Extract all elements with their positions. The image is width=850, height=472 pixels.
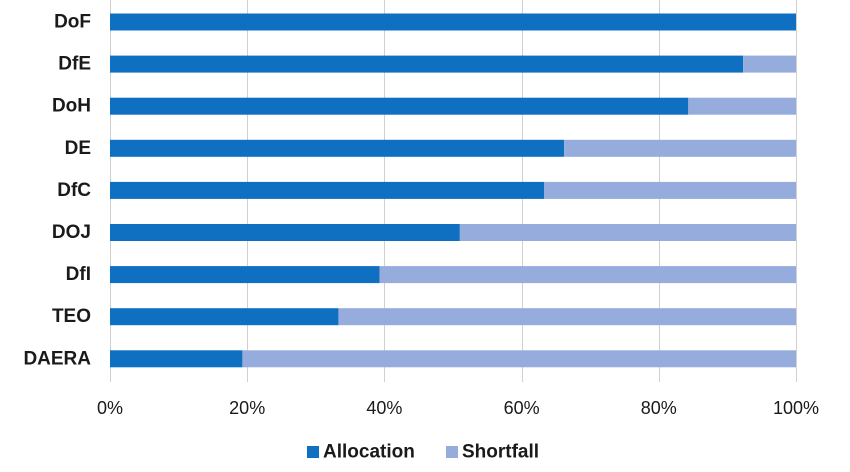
bar-shortfall-daera <box>242 350 796 368</box>
bar-allocation-daera <box>110 350 243 368</box>
bar-shortfall-de <box>564 139 796 157</box>
category-label-de: DE <box>65 138 91 159</box>
bar-allocation-dof <box>110 13 796 31</box>
category-label-teo: TEO <box>52 306 91 327</box>
bar-shortfall-dfi <box>379 266 796 284</box>
legend: Allocation Shortfall <box>307 442 539 463</box>
legend-label-allocation: Allocation <box>323 442 415 463</box>
bar-allocation-de <box>110 139 565 157</box>
bar-shortfall-teo <box>338 308 796 326</box>
bar-allocation-teo <box>110 308 339 326</box>
legend-swatch-allocation <box>307 446 319 458</box>
bar-shortfall-dfe <box>743 55 796 73</box>
x-tick-label-40: 40% <box>366 398 402 418</box>
category-label-dfc: DfC <box>57 180 91 201</box>
category-labels: DoF DfE DoH DE DfC DOJ DfI TEO DAERA <box>23 12 91 370</box>
category-label-dfi: DfI <box>66 264 91 285</box>
x-tick-label-80: 80% <box>641 398 677 418</box>
category-label-dof: DoF <box>54 12 91 33</box>
bars <box>110 13 796 368</box>
bar-allocation-dfc <box>110 181 545 199</box>
legend-swatch-shortfall <box>446 446 458 458</box>
x-tick-label-0: 0% <box>97 398 123 418</box>
x-tick-label-60: 60% <box>504 398 540 418</box>
bar-shortfall-doh <box>688 97 796 115</box>
category-label-doh: DoH <box>52 96 91 117</box>
bar-shortfall-doj <box>459 224 796 241</box>
bar-allocation-dfi <box>110 266 380 284</box>
bar-allocation-doh <box>110 97 689 115</box>
category-label-dfe: DfE <box>58 54 91 75</box>
category-label-daera: DAERA <box>23 348 91 369</box>
x-tick-label-20: 20% <box>229 398 265 418</box>
category-label-doj: DOJ <box>52 222 91 243</box>
bar-allocation-dfe <box>110 55 744 73</box>
bar-shortfall-dfc <box>544 181 796 199</box>
bar-allocation-doj <box>110 224 460 241</box>
legend-label-shortfall: Shortfall <box>462 442 539 463</box>
x-tick-label-100: 100% <box>773 398 819 418</box>
x-axis-tick-labels: 0% 20% 40% 60% 80% 100% <box>97 398 819 418</box>
